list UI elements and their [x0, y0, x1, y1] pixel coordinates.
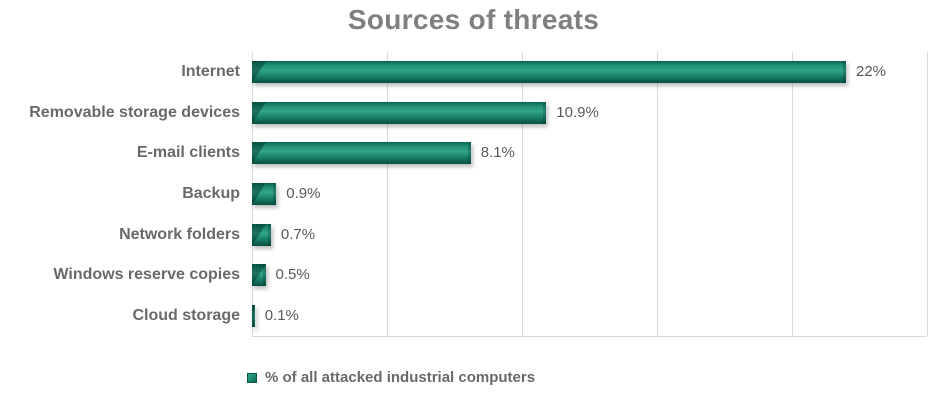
value-label: 0.5% [275, 266, 310, 284]
value-label: 0.7% [280, 225, 316, 243]
category-label: Network folders [119, 225, 240, 243]
gridline [792, 52, 793, 336]
legend-label: % of all attacked industrial computers [265, 369, 536, 386]
gridline [387, 52, 388, 336]
gridline [522, 52, 523, 336]
value-label: 22% [856, 63, 887, 81]
bar [252, 142, 471, 165]
category-label: Cloud storage [132, 306, 240, 324]
gridline [657, 52, 658, 336]
gridline [927, 52, 928, 336]
category-label: Backup [182, 185, 240, 202]
bar [252, 101, 547, 124]
bar [252, 183, 277, 205]
bar [252, 304, 255, 327]
value-label: 0.1% [264, 306, 299, 324]
plot-area [252, 52, 928, 337]
legend: % of all attacked industrial computers [247, 369, 535, 386]
value-label: 10.9% [556, 103, 599, 121]
value-label: 0.9% [286, 185, 321, 202]
legend-series-marker-icon [247, 372, 257, 383]
category-label: Removable storage devices [29, 103, 240, 121]
category-label: E-mail clients [136, 144, 240, 162]
category-label: Internet [181, 63, 240, 81]
value-label: 8.1% [480, 144, 515, 162]
bar [252, 61, 846, 84]
category-label: Windows reserve copies [53, 266, 240, 284]
chart-title: Sources of threats [347, 4, 600, 35]
bar [252, 223, 271, 246]
bar [252, 264, 266, 287]
